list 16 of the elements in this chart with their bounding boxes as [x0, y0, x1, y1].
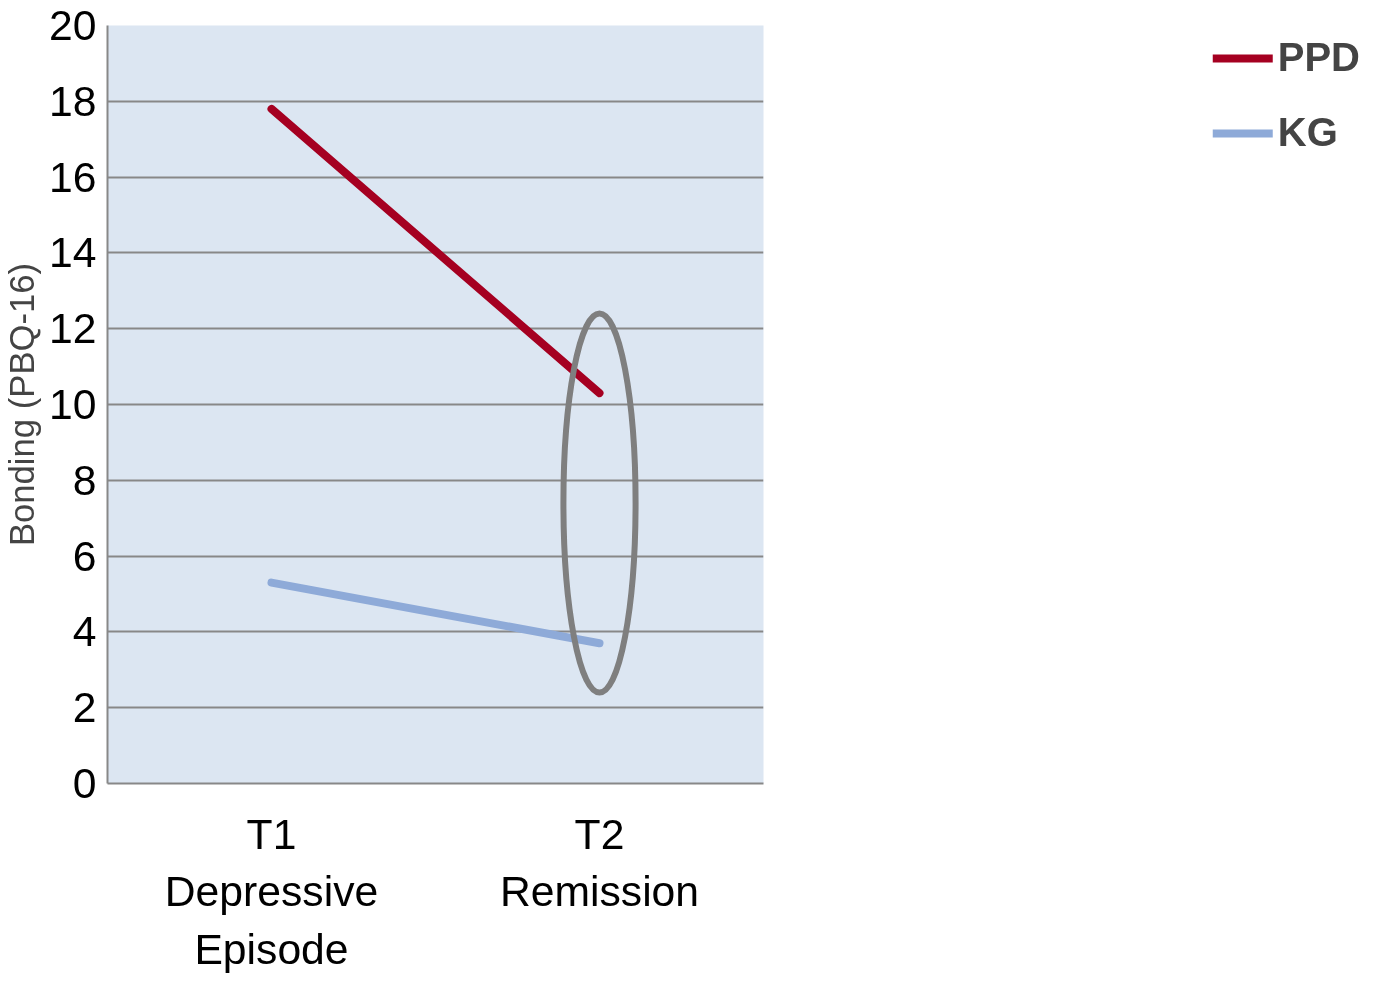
legend-label: PPD: [1277, 35, 1360, 80]
y-tick-label: 6: [72, 531, 97, 580]
y-tick-label: 4: [72, 607, 97, 656]
y-tick-label: 18: [49, 76, 97, 125]
y-tick-label: 20: [49, 1, 97, 49]
y-tick-label: 8: [72, 455, 97, 504]
y-tick-label: 14: [49, 228, 97, 277]
legend-label: KG: [1277, 110, 1338, 155]
y-tick-label: 16: [49, 152, 97, 201]
y-tick-label: 0: [72, 759, 97, 807]
x-tick-label: T2 Remission: [499, 809, 700, 916]
y-axis-title: Bonding (PBQ-16): [3, 262, 42, 547]
x-tick-label: T1 Depressive Episode: [164, 809, 379, 973]
y-tick-label: 10: [49, 380, 97, 428]
y-tick-label: 2: [72, 683, 97, 732]
y-tick-label: 12: [49, 304, 97, 353]
